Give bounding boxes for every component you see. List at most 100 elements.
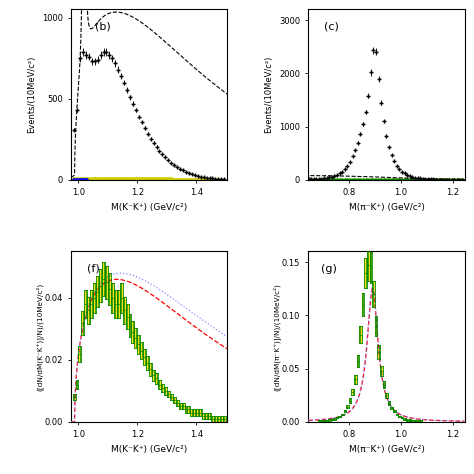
Bar: [341, 413, 344, 415]
Bar: [105, 266, 108, 299]
Bar: [90, 290, 93, 318]
Bar: [323, 420, 325, 422]
Bar: [75, 380, 79, 389]
Bar: [398, 416, 401, 418]
Bar: [346, 405, 349, 409]
Bar: [135, 328, 137, 348]
Bar: [344, 410, 346, 412]
Bar: [99, 269, 102, 302]
Bar: [167, 391, 170, 397]
X-axis label: M(K⁻K⁺) (GeV/c²): M(K⁻K⁺) (GeV/c²): [111, 203, 187, 212]
Bar: [108, 273, 111, 305]
Bar: [158, 380, 161, 389]
Bar: [205, 412, 208, 419]
Text: (c): (c): [324, 22, 339, 32]
Bar: [96, 276, 99, 307]
X-axis label: M(K⁻K⁺) (GeV/c²): M(K⁻K⁺) (GeV/c²): [111, 445, 187, 454]
Bar: [128, 314, 131, 337]
Bar: [208, 412, 211, 419]
Text: (b): (b): [94, 22, 110, 32]
Bar: [82, 311, 84, 335]
Bar: [217, 416, 220, 422]
Bar: [211, 416, 214, 422]
Bar: [202, 412, 205, 419]
Bar: [403, 418, 406, 419]
X-axis label: M(π⁻K⁺) (GeV/c²): M(π⁻K⁺) (GeV/c²): [348, 203, 424, 212]
Bar: [131, 321, 135, 343]
Bar: [193, 410, 196, 416]
Bar: [196, 410, 199, 416]
Bar: [143, 349, 146, 365]
Bar: [385, 392, 388, 398]
Bar: [351, 389, 354, 395]
Bar: [393, 410, 396, 412]
Bar: [414, 420, 416, 422]
Bar: [409, 419, 411, 421]
X-axis label: M(π⁻K⁺) (GeV/c²): M(π⁻K⁺) (GeV/c²): [348, 445, 424, 454]
Bar: [84, 290, 87, 318]
Bar: [214, 416, 217, 422]
Bar: [111, 283, 114, 313]
Bar: [123, 297, 126, 324]
Bar: [223, 416, 226, 422]
Bar: [176, 400, 179, 406]
Bar: [370, 252, 372, 283]
Bar: [182, 403, 184, 410]
Bar: [359, 326, 362, 343]
Bar: [367, 250, 370, 281]
Bar: [362, 293, 365, 317]
Bar: [137, 335, 140, 354]
Bar: [152, 370, 155, 381]
Bar: [320, 420, 323, 422]
Bar: [179, 403, 182, 410]
Bar: [146, 356, 149, 370]
Bar: [170, 394, 173, 400]
Bar: [155, 374, 158, 383]
Bar: [365, 258, 367, 288]
Bar: [338, 416, 341, 418]
Bar: [161, 383, 164, 392]
Bar: [372, 281, 375, 307]
Bar: [349, 399, 351, 403]
Text: (g): (g): [321, 264, 337, 274]
Bar: [220, 416, 223, 422]
Bar: [173, 397, 176, 403]
Bar: [401, 417, 403, 419]
Bar: [380, 365, 383, 376]
Bar: [411, 420, 414, 422]
Bar: [79, 346, 82, 362]
Bar: [330, 419, 333, 420]
Bar: [184, 406, 187, 412]
Bar: [149, 363, 152, 375]
Bar: [419, 420, 421, 422]
Bar: [406, 419, 409, 420]
Y-axis label: ([dN/dM(π⁻K⁺)]/N)/(10MeV/c²): ([dN/dM(π⁻K⁺)]/N)/(10MeV/c²): [273, 283, 280, 391]
Bar: [388, 401, 391, 405]
Bar: [187, 406, 191, 412]
Bar: [117, 290, 120, 318]
Bar: [102, 262, 105, 296]
Bar: [333, 418, 336, 419]
Bar: [396, 413, 398, 415]
Bar: [199, 410, 202, 416]
Bar: [73, 394, 75, 400]
Bar: [93, 283, 96, 313]
Bar: [114, 290, 117, 318]
Bar: [120, 283, 123, 313]
Y-axis label: Events/(10MeV/c²): Events/(10MeV/c²): [27, 56, 36, 133]
Bar: [164, 387, 167, 394]
Bar: [356, 355, 359, 367]
Bar: [328, 419, 330, 421]
Bar: [325, 419, 328, 421]
Bar: [354, 375, 356, 383]
Bar: [383, 381, 385, 388]
Y-axis label: ([dN/dM(K⁻K⁺)]/N)/(10MeV/c²): ([dN/dM(K⁻K⁺)]/N)/(10MeV/c²): [35, 283, 43, 391]
Bar: [336, 417, 338, 419]
Bar: [318, 420, 320, 422]
Bar: [191, 410, 193, 416]
Bar: [375, 317, 377, 336]
Bar: [126, 304, 128, 329]
Text: (f): (f): [87, 264, 100, 274]
Bar: [391, 407, 393, 410]
Bar: [140, 342, 143, 359]
